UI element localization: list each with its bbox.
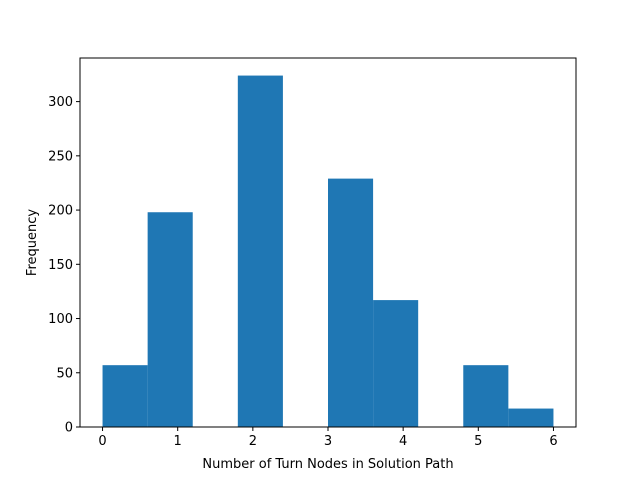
y-tick-label: 300 [48,95,73,110]
y-tick-label: 150 [48,258,73,273]
histogram-bar-3 [237,75,283,428]
histogram-bar-0 [102,365,148,427]
y-tick-label: 100 [48,312,73,327]
y-axis-ticks: 0 50 100 150 200 250 300 [48,95,80,436]
x-tick-label: 3 [324,434,332,449]
x-axis-ticks: 0 1 2 3 4 5 6 [98,427,558,449]
bars-group [102,75,554,428]
y-tick-label: 200 [48,204,73,219]
x-tick-label: 5 [474,434,482,449]
histogram-bar-8 [463,365,509,427]
y-tick-label: 250 [48,149,73,164]
x-tick-label: 6 [549,434,557,449]
x-tick-label: 2 [249,434,257,449]
y-axis-label: Frequency [25,209,40,276]
y-tick-label: 0 [65,421,73,436]
histogram-bar-5 [328,178,374,427]
x-tick-label: 0 [98,434,106,449]
histogram-bar-6 [373,300,419,427]
histogram-bar-9 [508,408,554,427]
y-tick-label: 50 [56,366,73,381]
x-tick-label: 1 [174,434,182,449]
x-tick-label: 4 [399,434,407,449]
x-axis-label: Number of Turn Nodes in Solution Path [202,457,453,472]
histogram-bar-1 [147,212,193,427]
